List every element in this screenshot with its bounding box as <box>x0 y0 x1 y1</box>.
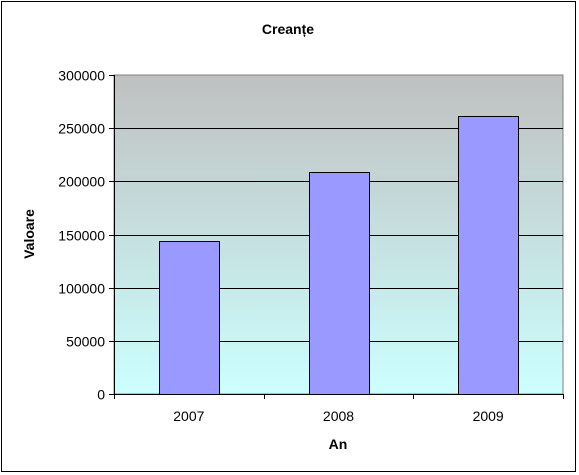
y-tick-label: 250000 <box>58 121 105 137</box>
bar-2007 <box>159 241 220 395</box>
y-tick-label: 50000 <box>66 334 105 350</box>
y-tick-labels: 0 50000 100000 150000 200000 250000 300000 <box>58 68 105 403</box>
y-tick-label: 300000 <box>58 68 105 84</box>
x-axis-title: An <box>329 436 348 452</box>
y-tick-label: 100000 <box>58 281 105 297</box>
bar-2008 <box>309 172 370 395</box>
bar-2009 <box>458 116 519 395</box>
y-tick-label: 200000 <box>58 174 105 190</box>
y-tick-label: 0 <box>97 387 105 403</box>
bars <box>159 116 519 395</box>
y-axis-title: Valoare <box>21 209 37 259</box>
x-tick-label: 2007 <box>173 408 204 424</box>
chart-title: Creanțe <box>262 21 314 37</box>
x-tick-label: 2008 <box>323 408 354 424</box>
x-tick-label: 2009 <box>473 408 504 424</box>
y-tick-label: 150000 <box>58 228 105 244</box>
x-tick-labels: 2007 2008 2009 <box>173 408 504 424</box>
axes <box>109 75 564 399</box>
